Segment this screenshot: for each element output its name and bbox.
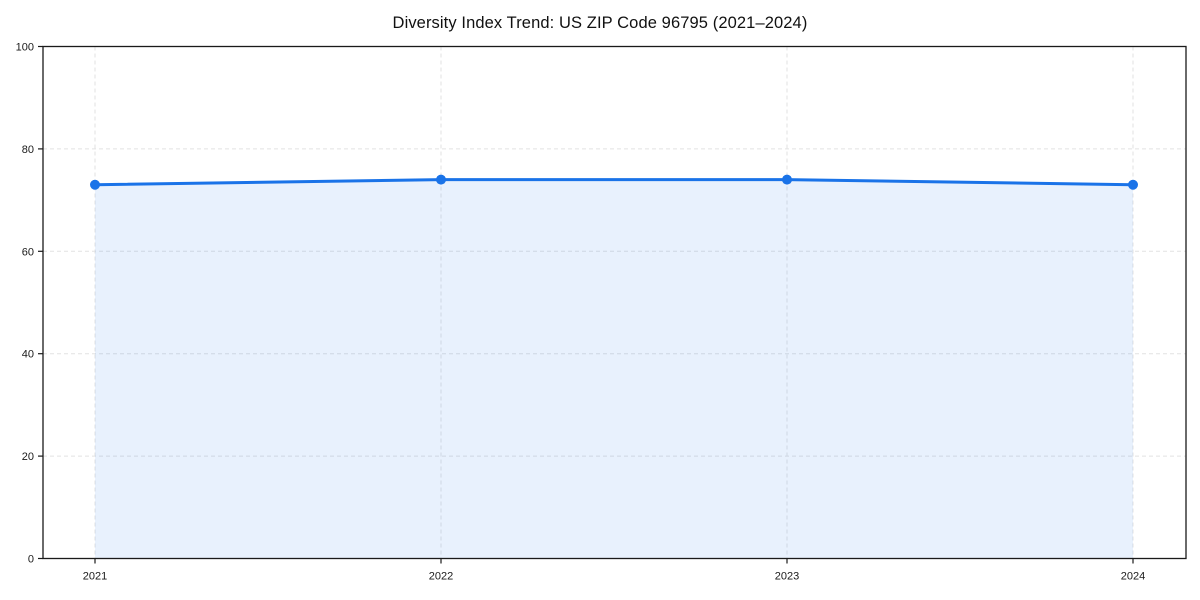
x-tick-label: 2021 — [83, 571, 107, 583]
data-point-2023 — [782, 174, 792, 185]
y-tick-label: 20 — [22, 451, 34, 463]
y-tick-label: 0 — [28, 554, 34, 566]
trend-line — [93, 178, 1135, 187]
data-point-2024 — [1128, 179, 1138, 190]
area-fill — [95, 179, 1133, 559]
x-tick-label: 2023 — [775, 571, 799, 583]
y-tick-label: 100 — [16, 42, 34, 54]
y-tick-label: 80 — [22, 144, 34, 156]
chart-title: Diversity Index Trend: US ZIP Code 96795… — [392, 14, 808, 32]
x-tick-label: 2024 — [1121, 571, 1145, 583]
x-tick-label: 2022 — [429, 571, 453, 583]
data-point-2022 — [436, 174, 446, 185]
y-tick-label: 40 — [22, 349, 34, 361]
data-point-2021 — [90, 179, 100, 190]
y-tick-label: 60 — [22, 246, 34, 258]
plot-border — [42, 45, 1187, 560]
